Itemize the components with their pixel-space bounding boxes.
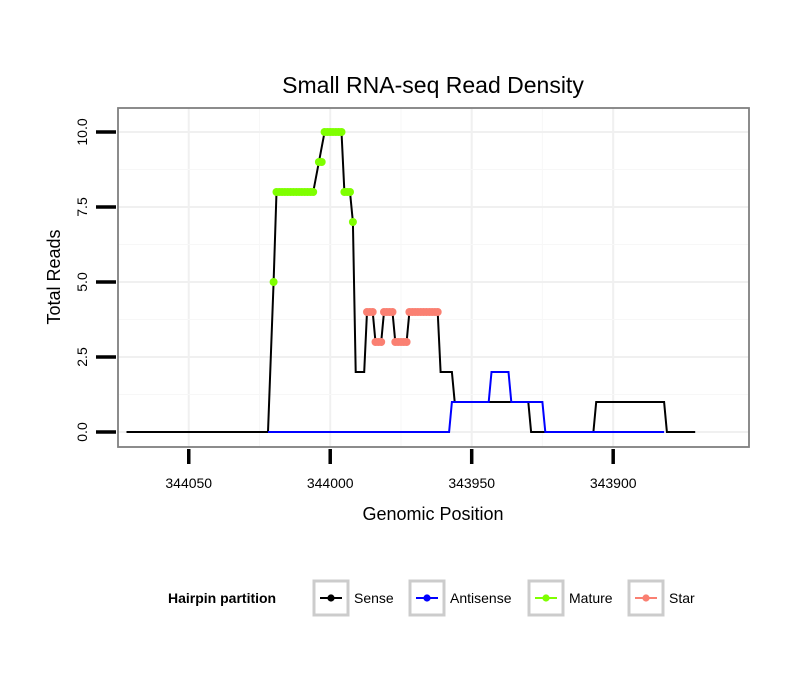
legend-label: Mature bbox=[569, 590, 613, 606]
legend-key-point bbox=[542, 594, 550, 602]
legend-key-point bbox=[327, 594, 335, 602]
series-layer bbox=[126, 128, 696, 433]
x-tick-label: 344000 bbox=[307, 475, 354, 491]
legend-key-point bbox=[423, 594, 431, 602]
data-point-star bbox=[388, 308, 397, 316]
data-point-star bbox=[433, 308, 442, 316]
legend: Hairpin partition Sense Antisense Mature St… bbox=[168, 579, 695, 617]
data-point-mature bbox=[348, 218, 357, 226]
legend-item-mature: Mature bbox=[527, 579, 613, 617]
chart-title: Small RNA-seq Read Density bbox=[282, 72, 584, 98]
data-point-mature bbox=[309, 188, 318, 196]
legend-key-point bbox=[642, 594, 650, 602]
data-point-star bbox=[368, 308, 377, 316]
legend-label: Star bbox=[669, 590, 695, 606]
legend-item-star: Star bbox=[627, 579, 695, 617]
data-point-mature bbox=[337, 128, 346, 136]
x-tick-label: 344050 bbox=[165, 475, 212, 491]
legend-label: Sense bbox=[354, 590, 394, 606]
legend-key-box bbox=[408, 579, 446, 617]
legend-key-box bbox=[312, 579, 350, 617]
y-axis: 0.0 2.5 5.0 7.5 10.0 bbox=[74, 118, 116, 442]
x-tick-label: 343950 bbox=[448, 475, 495, 491]
plot-area bbox=[117, 107, 750, 448]
y-axis-title: Total Reads bbox=[44, 229, 64, 324]
grid bbox=[118, 108, 749, 447]
x-tick-label: 343900 bbox=[590, 475, 637, 491]
plot-background bbox=[118, 108, 749, 447]
data-point-mature bbox=[317, 158, 326, 166]
y-tick-label: 7.5 bbox=[74, 197, 90, 217]
series-line-antisense bbox=[268, 371, 665, 433]
legend-item-antisense: Antisense bbox=[408, 579, 512, 617]
data-point-mature bbox=[346, 188, 354, 196]
x-axis-title: Genomic Position bbox=[362, 504, 503, 524]
data-point-mature bbox=[269, 278, 278, 286]
data-point-star bbox=[377, 338, 386, 346]
legend-item-sense: Sense bbox=[312, 579, 394, 617]
plot-border bbox=[117, 107, 750, 448]
y-tick-label: 10.0 bbox=[74, 118, 90, 145]
legend-label: Antisense bbox=[450, 590, 512, 606]
x-axis: 344050 344000 343950 343900 bbox=[165, 449, 637, 491]
y-tick-label: 5.0 bbox=[74, 272, 90, 292]
y-tick-label: 0.0 bbox=[74, 422, 90, 442]
legend-title: Hairpin partition bbox=[168, 590, 276, 606]
y-tick-label: 2.5 bbox=[74, 347, 90, 367]
data-point-star bbox=[402, 338, 411, 346]
